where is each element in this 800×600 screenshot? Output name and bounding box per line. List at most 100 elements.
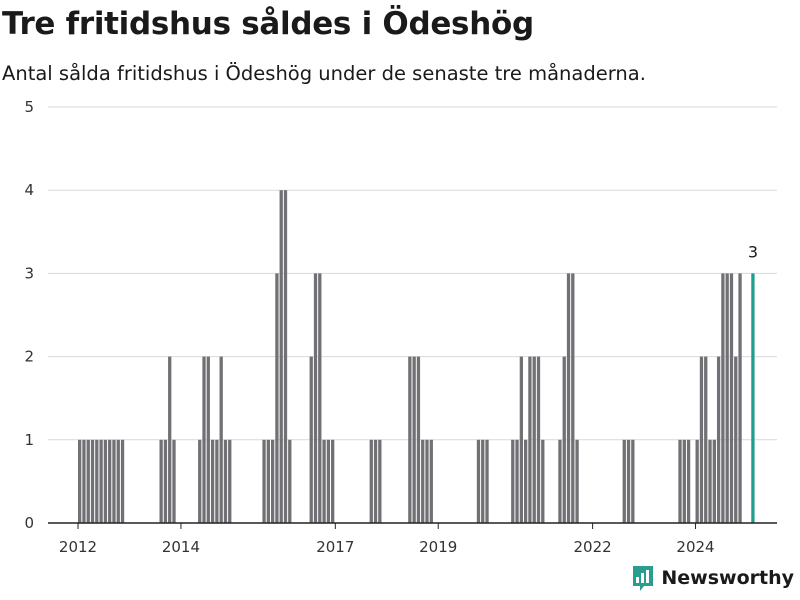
bar [738, 273, 742, 523]
x-tick-label: 2012 [59, 538, 97, 556]
bar [541, 439, 545, 523]
bar [421, 439, 425, 523]
bar [82, 439, 86, 523]
x-tick-label: 2017 [316, 538, 354, 556]
bar [78, 439, 82, 523]
bar [682, 439, 686, 523]
newsworthy-logo[interactable]: Newsworthy [631, 564, 794, 592]
bar [532, 356, 536, 523]
bar [309, 356, 313, 523]
bar [519, 356, 523, 523]
bar [331, 439, 335, 523]
bar [326, 439, 331, 523]
bar [678, 439, 682, 523]
bar [429, 439, 433, 523]
bar [566, 273, 571, 523]
y-tick-label: 4 [24, 181, 34, 199]
y-tick-label: 2 [24, 348, 34, 366]
bar [210, 439, 215, 523]
bar [270, 439, 275, 523]
bar [313, 273, 318, 523]
bar [704, 356, 708, 523]
bar [288, 439, 292, 523]
bar [159, 439, 163, 523]
bar [95, 439, 99, 523]
bar [631, 439, 635, 523]
axes [48, 522, 777, 529]
bar [223, 439, 228, 523]
bar [686, 439, 691, 523]
bars [78, 190, 755, 523]
bar [536, 356, 541, 523]
bar [283, 190, 288, 523]
bar [721, 273, 725, 523]
bar [219, 356, 223, 523]
tick-labels: 0 1 2 3 4 5 3 2012 2014 2017 2019 2022 2024 [24, 98, 758, 556]
bar [116, 439, 120, 523]
bar [120, 439, 125, 523]
bar [86, 439, 90, 523]
bar [266, 439, 270, 523]
bar [699, 356, 704, 523]
bar [729, 273, 734, 523]
bar [163, 439, 168, 523]
bar [575, 439, 579, 523]
x-tick-label: 2014 [162, 538, 200, 556]
bar [206, 356, 210, 523]
bar [725, 273, 729, 523]
x-tick-label: 2019 [419, 538, 457, 556]
chart-title: Tre fritidshus såldes i Ödeshög [2, 6, 534, 42]
bar [112, 439, 116, 523]
y-tick-label: 0 [24, 514, 34, 532]
bar [515, 439, 519, 523]
bar [373, 439, 378, 523]
data-label: 3 [748, 242, 758, 261]
bar [734, 356, 738, 523]
bar [571, 273, 575, 523]
bar [562, 356, 566, 523]
bar [695, 439, 699, 523]
chart-subtitle: Antal sålda fritidshus i Ödeshög under d… [2, 62, 646, 85]
bar [168, 356, 172, 523]
bar [202, 356, 206, 523]
bar [369, 439, 373, 523]
bar [412, 356, 416, 523]
bar [108, 439, 112, 523]
bar [481, 439, 485, 523]
y-tick-label: 5 [24, 98, 34, 116]
bar [425, 439, 429, 523]
bar [172, 439, 176, 523]
bar [476, 439, 481, 523]
bar [279, 190, 283, 523]
y-tick-label: 3 [24, 264, 34, 282]
bar [626, 439, 631, 523]
bar [275, 273, 279, 523]
bar [228, 439, 232, 523]
bar [716, 356, 721, 523]
logo-text: Newsworthy [661, 567, 794, 589]
y-tick-label: 1 [24, 431, 34, 449]
bar [622, 439, 626, 523]
bar [99, 439, 103, 523]
bar [103, 439, 108, 523]
bar [90, 439, 95, 523]
newsworthy-chart-icon [633, 566, 654, 591]
bar [523, 439, 528, 523]
bar [378, 439, 382, 523]
bar [708, 439, 712, 523]
bar [558, 439, 562, 523]
x-tick-label: 2024 [676, 538, 714, 556]
bar [408, 356, 412, 523]
bar [416, 356, 421, 523]
x-tick-label: 2022 [574, 538, 612, 556]
bar [322, 439, 326, 523]
bar [528, 356, 532, 523]
bar [318, 273, 322, 523]
bar-highlight [751, 273, 755, 523]
bar [215, 439, 219, 523]
bar [712, 439, 716, 523]
bar [485, 439, 489, 523]
bar [198, 439, 202, 523]
bar [511, 439, 515, 523]
